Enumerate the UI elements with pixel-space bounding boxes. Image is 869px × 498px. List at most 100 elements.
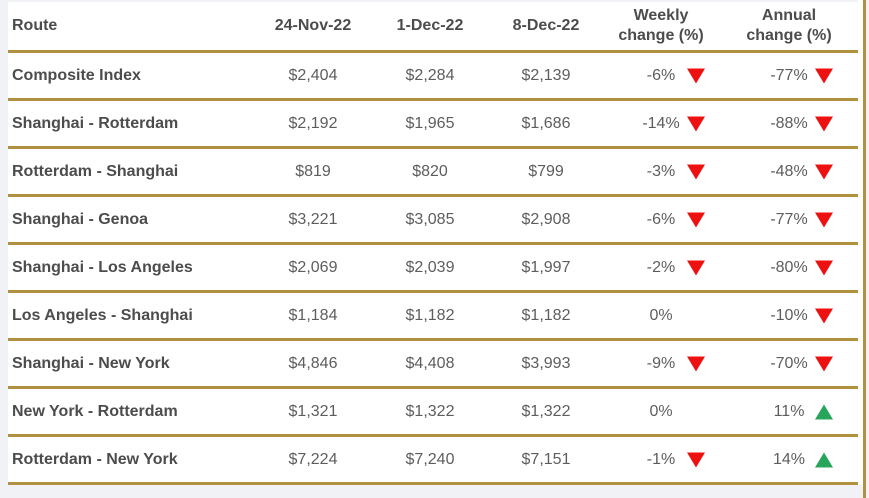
rate-cell: $1,321	[288, 402, 338, 420]
weekly-change-value: -3%	[646, 162, 676, 180]
rate-cell: $3,993	[521, 354, 571, 372]
annual-change-value: 14%	[772, 450, 806, 468]
weekly-change-value: 0%	[649, 306, 673, 324]
change-arrow-icon	[687, 68, 705, 83]
table-row: Shanghai - Los Angeles $2,069 $2,039 $1,…	[8, 245, 858, 293]
rate-cell: $819	[295, 162, 331, 180]
annual-change-value: -80%	[770, 258, 808, 276]
annual-change-cell: -80%	[720, 245, 858, 290]
weekly-change-value: -6%	[646, 66, 676, 84]
annual-change-cell: -10%	[720, 293, 858, 338]
weekly-header-line1: Weekly	[633, 7, 689, 25]
weekly-change-cell: -3%	[602, 149, 720, 194]
rate-cell: $2,192	[288, 114, 338, 132]
change-arrow-icon	[815, 356, 833, 371]
rate-cell: $2,284	[405, 66, 455, 84]
change-arrow-icon	[815, 404, 833, 419]
weekly-change-cell: 0%	[602, 389, 720, 434]
table-row: Los Angeles - Shanghai $1,184 $1,182 $1,…	[8, 293, 858, 341]
weekly-change-value: -6%	[646, 210, 676, 228]
weekly-change-cell: -2%	[602, 245, 720, 290]
change-arrow-icon	[687, 260, 705, 275]
annual-change-cell: 11%	[720, 389, 858, 434]
rate-cell: $1,997	[521, 258, 571, 276]
change-arrow-icon	[687, 212, 705, 227]
weekly-change-value: 0%	[649, 402, 673, 420]
route-cell: Shanghai - Los Angeles	[12, 258, 193, 276]
weekly-change-cell: -6%	[602, 53, 720, 98]
annual-change-value: -88%	[770, 114, 808, 132]
weekly-change-cell: -1%	[602, 437, 720, 482]
annual-change-value: 11%	[773, 402, 805, 420]
rate-cell: $7,151	[521, 450, 571, 468]
change-arrow-icon	[687, 116, 705, 131]
change-arrow-icon	[815, 116, 833, 131]
rate-cell: $2,069	[288, 258, 338, 276]
route-cell: Shanghai - New York	[12, 354, 170, 372]
annual-change-cell: -77%	[720, 197, 858, 242]
annual-change-cell: -70%	[720, 341, 858, 386]
rate-cell: $1,965	[405, 114, 455, 132]
table-row: Rotterdam - Shanghai $819 $820 $799 -3% …	[8, 149, 858, 197]
rate-cell: $1,322	[405, 402, 455, 420]
route-cell: New York - Rotterdam	[12, 402, 178, 420]
change-arrow-icon	[815, 452, 833, 467]
change-arrow-icon	[687, 452, 705, 467]
column-header-date-3: 8-Dec-22	[512, 17, 580, 34]
change-arrow-icon	[815, 260, 833, 275]
rate-cell: $4,846	[288, 354, 338, 372]
column-header-date-2: 1-Dec-22	[396, 17, 464, 34]
weekly-change-cell: 0%	[602, 293, 720, 338]
rate-cell: $799	[528, 162, 564, 180]
weekly-header-line2: change (%)	[618, 27, 704, 44]
weekly-change-value: -9%	[646, 354, 676, 372]
change-arrow-icon	[815, 308, 833, 323]
annual-change-value: -70%	[770, 354, 808, 372]
rate-cell: $1,686	[521, 114, 571, 132]
rate-cell: $2,908	[521, 210, 571, 228]
route-cell: Rotterdam - Shanghai	[12, 162, 179, 180]
weekly-change-value: -1%	[646, 450, 676, 468]
annual-change-value: -77%	[770, 66, 808, 84]
rate-cell: $7,240	[405, 450, 455, 468]
annual-change-value: -48%	[770, 162, 808, 180]
change-arrow-icon	[687, 164, 705, 179]
annual-change-cell: -88%	[720, 101, 858, 146]
right-border	[863, 0, 866, 498]
annual-change-cell: -77%	[720, 53, 858, 98]
rate-cell: $3,221	[288, 210, 338, 228]
table-row: Shanghai - Genoa $3,221 $3,085 $2,908 -6…	[8, 197, 858, 245]
rate-cell: $7,224	[288, 450, 338, 468]
rate-cell: $2,404	[288, 66, 338, 84]
rate-cell: $1,322	[521, 402, 571, 420]
annual-header-line1: Annual	[761, 7, 817, 25]
table-row: Shanghai - New York $4,846 $4,408 $3,993…	[8, 341, 858, 389]
weekly-change-cell: -6%	[602, 197, 720, 242]
annual-change-value: -10%	[770, 306, 808, 324]
weekly-change-cell: -9%	[602, 341, 720, 386]
change-arrow-icon	[815, 68, 833, 83]
rate-cell: $1,182	[521, 306, 571, 324]
rate-cell: $820	[412, 162, 448, 180]
route-cell: Shanghai - Rotterdam	[12, 114, 179, 132]
change-arrow-icon	[687, 356, 705, 371]
annual-change-cell: 14%	[720, 437, 858, 482]
right-gap	[858, 0, 863, 485]
route-cell: Los Angeles - Shanghai	[12, 306, 193, 324]
change-arrow-icon	[815, 212, 833, 227]
table-row: Rotterdam - New York $7,224 $7,240 $7,15…	[8, 437, 858, 485]
rate-cell: $4,408	[405, 354, 455, 372]
weekly-change-value: -2%	[646, 258, 676, 276]
route-cell: Composite Index	[12, 66, 141, 84]
route-cell: Shanghai - Genoa	[12, 210, 149, 228]
table-row: Composite Index $2,404 $2,284 $2,139 -6%…	[8, 53, 858, 101]
rates-table: Route 24-Nov-22 1-Dec-22 8-Dec-22 Weekly…	[8, 2, 858, 485]
rate-cell: $2,039	[405, 258, 455, 276]
weekly-change-cell: -14%	[602, 101, 720, 146]
annual-header-line2: change (%)	[746, 27, 832, 44]
column-header-date-1: 24-Nov-22	[274, 17, 352, 34]
annual-change-value: -77%	[770, 210, 808, 228]
table-row: Shanghai - Rotterdam $2,192 $1,965 $1,68…	[8, 101, 858, 149]
column-header-weekly-change: Weekly change (%)	[602, 2, 720, 50]
table-header-row: Route 24-Nov-22 1-Dec-22 8-Dec-22 Weekly…	[8, 2, 858, 53]
